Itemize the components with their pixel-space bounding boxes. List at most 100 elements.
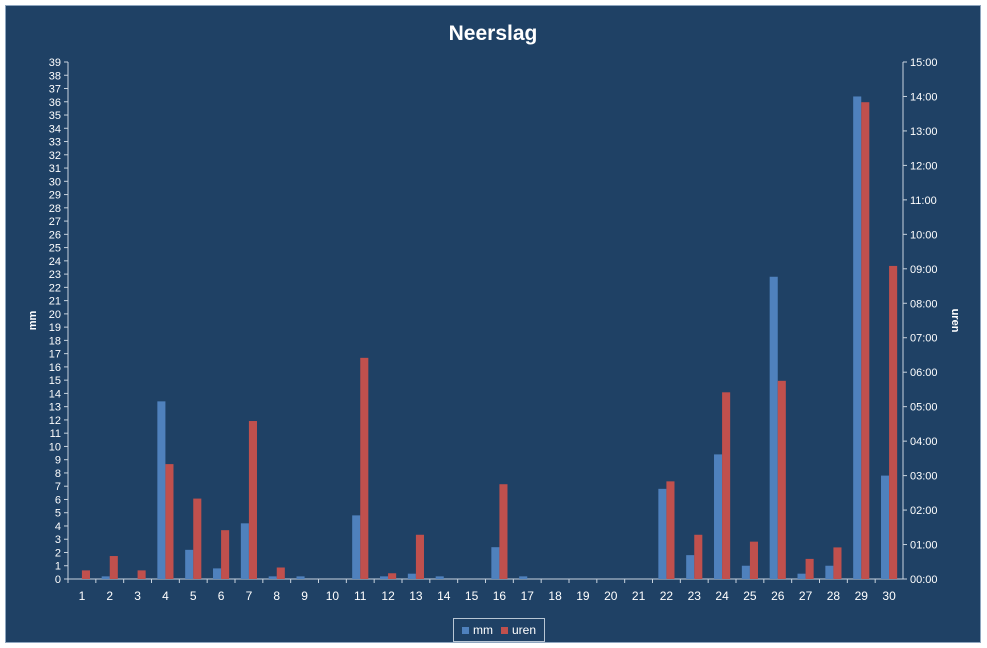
- y-tick-label: 9: [55, 455, 61, 467]
- y-tick-label: 38: [49, 70, 61, 82]
- x-tick-label: 12: [381, 589, 395, 603]
- y2-tick-label: 09:00: [910, 264, 938, 276]
- x-tick-label: 4: [162, 589, 169, 603]
- y-tick-label: 20: [49, 309, 61, 321]
- y-axis-title: mm: [27, 311, 39, 331]
- legend-swatch-mm: [461, 626, 469, 634]
- y-tick-label: 5: [55, 508, 61, 520]
- bar-uren-29: [861, 102, 870, 579]
- y-tick-label: 27: [49, 216, 61, 228]
- bar-uren-3: [137, 570, 146, 579]
- y-tick-label: 35: [49, 110, 61, 122]
- bar-uren-11: [360, 357, 369, 579]
- y-tick-label: 16: [49, 362, 61, 374]
- x-tick-label: 8: [273, 589, 280, 603]
- bar-mm-4: [157, 401, 166, 579]
- y-tick-label: 17: [49, 349, 61, 361]
- bar-uren-13: [415, 534, 424, 579]
- bar-mm-29: [853, 96, 862, 579]
- y-tick-label: 37: [49, 84, 61, 96]
- y2-tick-label: 15:00: [910, 57, 938, 69]
- bar-mm-2: [101, 576, 110, 579]
- y-tick-label: 11: [50, 428, 61, 440]
- x-tick-label: 18: [548, 589, 562, 603]
- bar-mm-12: [380, 576, 389, 579]
- x-tick-label: 9: [301, 589, 308, 603]
- bar-uren-24: [722, 392, 731, 579]
- y-tick-label: 33: [49, 137, 61, 149]
- x-tick-label: 20: [604, 589, 618, 603]
- x-tick-label: 24: [715, 589, 729, 603]
- y2-tick-label: 00:00: [910, 574, 938, 586]
- x-tick-label: 23: [688, 589, 702, 603]
- bar-uren-27: [805, 558, 814, 579]
- x-tick-label: 22: [660, 589, 674, 603]
- y-tick-label: 0: [55, 574, 61, 586]
- y-tick-label: 26: [49, 229, 61, 241]
- y2-tick-label: 02:00: [910, 505, 938, 517]
- x-tick-label: 27: [799, 589, 813, 603]
- y-tick-label: 25: [49, 243, 61, 255]
- y2-tick-label: 05:00: [910, 402, 938, 414]
- chart-title: Neerslag: [448, 22, 538, 45]
- x-tick-label: 10: [326, 589, 340, 603]
- y2-tick-label: 01:00: [910, 540, 938, 552]
- bar-mm-26: [769, 276, 778, 579]
- bar-mm-23: [686, 555, 695, 579]
- bar-mm-5: [185, 549, 194, 579]
- y-tick-label: 29: [49, 190, 61, 202]
- y-tick-label: 24: [49, 256, 61, 268]
- bar-mm-30: [881, 475, 890, 579]
- legend-label-mm: mm: [472, 623, 493, 637]
- y-tick-label: 2: [55, 547, 61, 559]
- x-tick-label: 16: [493, 589, 507, 603]
- bar-uren-26: [777, 380, 786, 579]
- chart-plot: 0123456789101112131415161718192021222324…: [27, 57, 961, 603]
- y-tick-label: 22: [49, 282, 61, 294]
- bar-mm-7: [240, 523, 249, 579]
- bar-uren-22: [666, 481, 675, 579]
- legend-swatch-uren: [500, 626, 508, 634]
- bar-mm-13: [407, 573, 416, 579]
- x-tick-label: 3: [134, 589, 141, 603]
- bar-uren-7: [248, 421, 257, 579]
- y-tick-label: 28: [49, 203, 61, 215]
- bar-uren-2: [109, 556, 118, 579]
- x-tick-label: 11: [354, 589, 367, 603]
- bar-mm-14: [435, 576, 444, 579]
- x-tick-label: 5: [190, 589, 197, 603]
- bar-uren-23: [694, 534, 703, 579]
- y-tick-label: 34: [49, 123, 61, 135]
- y-tick-label: 10: [49, 441, 61, 453]
- x-tick-label: 15: [465, 589, 479, 603]
- y-tick-label: 7: [55, 481, 61, 493]
- y-tick-label: 13: [49, 402, 61, 414]
- y-tick-label: 36: [49, 97, 61, 109]
- y2-tick-label: 08:00: [910, 298, 938, 310]
- x-tick-label: 6: [218, 589, 225, 603]
- bar-mm-6: [213, 568, 222, 579]
- bar-mm-25: [741, 565, 750, 579]
- legend-label-uren: uren: [511, 623, 537, 637]
- bar-mm-22: [658, 488, 667, 579]
- x-tick-label: 13: [409, 589, 423, 603]
- y2-tick-label: 07:00: [910, 333, 938, 345]
- y-tick-label: 30: [49, 176, 61, 188]
- y2-tick-label: 12:00: [910, 160, 938, 172]
- x-tick-label: 21: [632, 589, 646, 603]
- y-tick-label: 31: [49, 163, 61, 175]
- y-tick-label: 15: [49, 375, 61, 387]
- bar-uren-25: [749, 541, 758, 579]
- y-tick-label: 32: [49, 150, 61, 162]
- x-tick-label: 1: [79, 589, 86, 603]
- legend-item-uren: uren: [500, 623, 537, 637]
- bar-uren-1: [81, 570, 90, 579]
- x-tick-label: 26: [771, 589, 785, 603]
- y-tick-label: 8: [55, 468, 61, 480]
- bar-mm-28: [825, 565, 834, 579]
- y2-tick-label: 11:00: [910, 195, 937, 207]
- bar-mm-17: [519, 576, 528, 579]
- bar-uren-8: [276, 567, 285, 579]
- bar-uren-12: [388, 573, 397, 579]
- y-tick-label: 1: [55, 561, 61, 573]
